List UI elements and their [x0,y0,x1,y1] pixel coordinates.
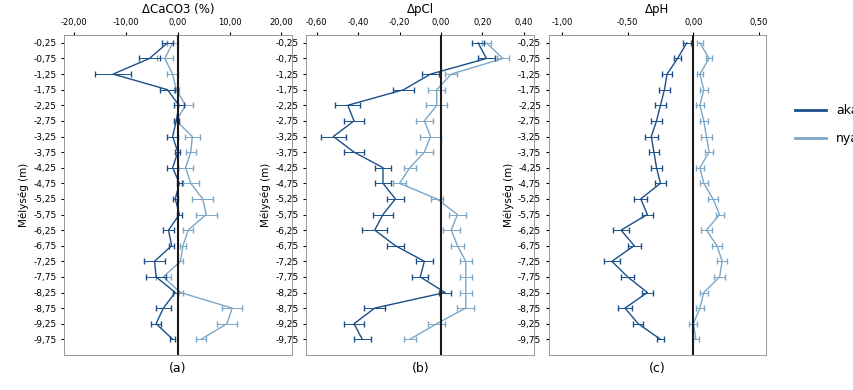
Legend: akác, nyár: akác, nyár [789,99,853,150]
Y-axis label: Mélység (m): Mélység (m) [502,163,514,227]
Y-axis label: Mélység (m): Mélység (m) [19,163,29,227]
Title: ΔCaCO3 (%): ΔCaCO3 (%) [142,3,214,16]
X-axis label: (c): (c) [648,362,664,375]
X-axis label: (b): (b) [411,362,428,375]
Y-axis label: Mélység (m): Mélység (m) [260,163,271,227]
Title: ΔpCl: ΔpCl [406,3,433,16]
X-axis label: (a): (a) [169,362,186,375]
Title: ΔpH: ΔpH [644,3,669,16]
